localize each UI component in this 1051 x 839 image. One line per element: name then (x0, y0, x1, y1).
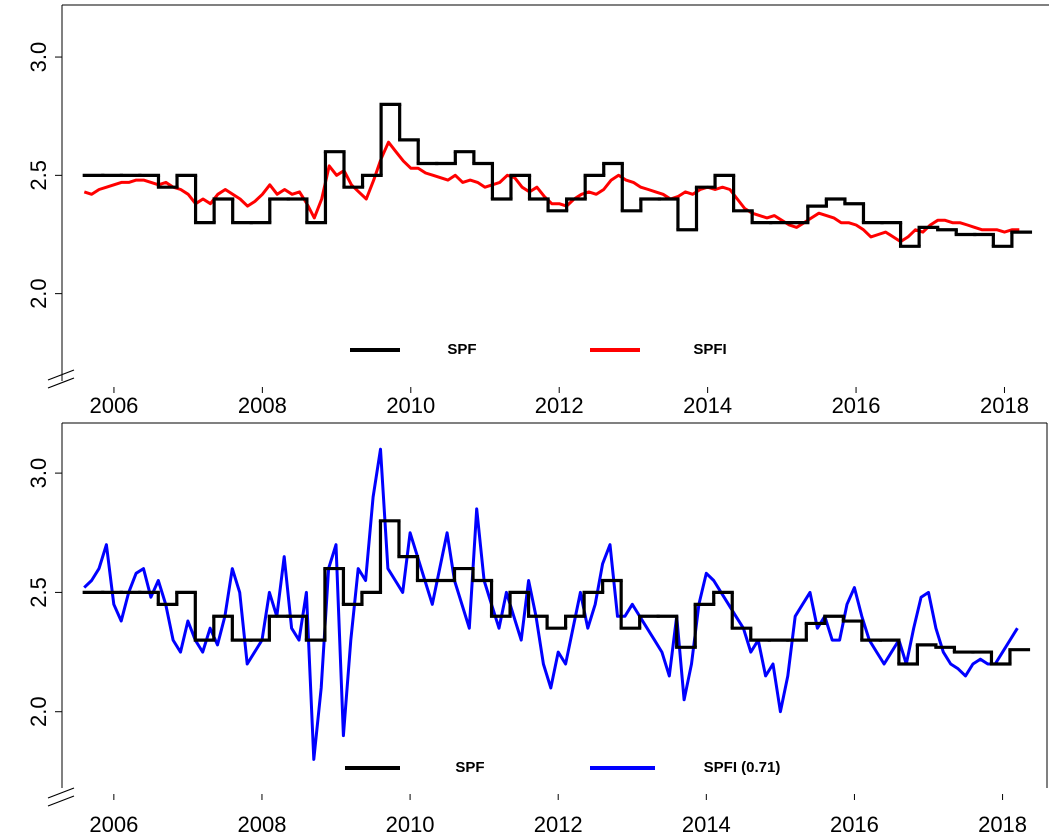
x-tick-label: 2018 (978, 812, 1027, 837)
x-tick-label: 2010 (386, 812, 435, 837)
axis-break (47, 377, 75, 389)
x-tick-label: 2008 (237, 812, 286, 837)
y-tick-label: 2.5 (26, 160, 51, 191)
x-tick-label: 2008 (238, 393, 287, 418)
x-tick-label: 2012 (534, 812, 583, 837)
axis-breaks (47, 369, 75, 807)
x-tick-label: 2006 (89, 812, 138, 837)
x-tick-label: 2016 (832, 393, 881, 418)
x-tick-label: 2010 (386, 393, 435, 418)
y-tick-label: 2.0 (26, 696, 51, 727)
y-tick-label: 3.0 (26, 42, 51, 73)
legend-label: SPF (447, 341, 476, 358)
legend-label: SPFI (693, 341, 726, 358)
legend-label: SPF (455, 759, 484, 776)
axis-break (47, 369, 75, 381)
series-line (83, 447, 1019, 761)
x-tick-label: 2012 (535, 393, 584, 418)
x-tick-label: 2014 (682, 812, 731, 837)
axis-break (47, 795, 75, 807)
y-tick-label: 2.0 (26, 278, 51, 309)
x-tick-label: 2014 (683, 393, 732, 418)
x-tick-label: 2016 (830, 812, 879, 837)
legend-label: SPFI (0.71) (704, 759, 781, 776)
x-tick-label: 2006 (89, 393, 138, 418)
y-tick-label: 3.0 (26, 458, 51, 489)
x-tick-label: 2018 (980, 393, 1029, 418)
panel: 3.0 2.5 2.0 2006 2008 2010 2012 2014 2016 2018 SPF… (26, 422, 1048, 837)
series-line (83, 140, 1020, 244)
axis-break (47, 787, 75, 799)
y-tick-label: 2.5 (26, 577, 51, 608)
panel: 3.0 2.5 2.0 2006 2008 2010 2012 2014 2016 2018 SPF… (26, 4, 1049, 418)
